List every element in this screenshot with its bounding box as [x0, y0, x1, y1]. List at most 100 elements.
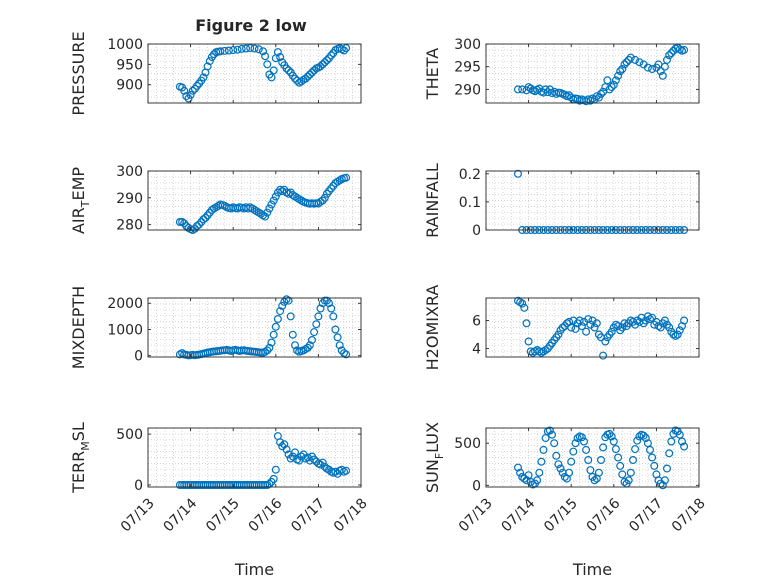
data-point — [269, 474, 278, 483]
data-point — [605, 429, 614, 438]
x-axis-label: Time — [234, 560, 274, 579]
data-point — [340, 46, 349, 55]
data-point — [641, 434, 650, 443]
axes-frame — [485, 427, 700, 488]
data-point — [291, 74, 300, 83]
data-point — [547, 430, 556, 439]
x-tick-label: 07/13 — [456, 495, 496, 535]
x-tick-label: 07/17 — [288, 495, 328, 535]
data-point — [210, 50, 219, 59]
y-tick-label: 300 — [116, 164, 143, 180]
x-tick-label: 07/15 — [541, 495, 581, 535]
data-point — [284, 66, 293, 75]
data-point — [331, 325, 340, 334]
data-point — [567, 323, 576, 332]
data-point — [246, 44, 255, 53]
data-point — [673, 330, 682, 339]
data-point — [620, 477, 629, 486]
data-point — [539, 445, 548, 454]
data-point — [516, 298, 525, 307]
y-axis-label-rest: LUX — [423, 422, 442, 453]
data-point — [626, 468, 635, 477]
x-tick-label: 07/18 — [331, 495, 371, 535]
data-point — [628, 456, 637, 465]
data-point — [573, 434, 582, 443]
data-point — [286, 312, 295, 321]
data-point — [601, 337, 610, 346]
data-point — [248, 204, 257, 213]
y-tick-label: 950 — [116, 57, 143, 73]
data-point — [312, 320, 321, 329]
data-point — [596, 89, 605, 98]
data-point — [335, 176, 344, 185]
data-point — [269, 330, 278, 339]
data-point — [254, 45, 263, 54]
data-point — [645, 315, 654, 324]
data-point — [518, 299, 527, 308]
data-point — [269, 66, 278, 75]
data-point — [658, 481, 667, 490]
data-point — [631, 55, 640, 64]
data-point — [582, 97, 591, 106]
data-point — [282, 445, 291, 454]
data-point — [535, 468, 544, 477]
y-tick-label: 0.1 — [459, 195, 481, 211]
x-tick-label: 07/16 — [246, 495, 286, 535]
data-point — [622, 58, 631, 67]
subplot-2: 290 295 300 THETA — [423, 37, 700, 106]
data-point — [680, 442, 689, 451]
y-tick-label: 290 — [454, 82, 481, 98]
data-point — [327, 51, 336, 60]
data-point — [607, 83, 616, 92]
data-point — [291, 341, 300, 350]
data-point — [316, 62, 325, 71]
subplot-3: 280 290 300 AIRTEMP — [69, 164, 362, 234]
data-point — [261, 52, 270, 61]
data-point — [273, 315, 282, 324]
data-point — [342, 466, 351, 475]
data-point — [671, 331, 680, 340]
data-point — [607, 432, 616, 441]
data-point — [224, 46, 233, 55]
data-point — [513, 169, 522, 178]
data-point — [276, 307, 285, 316]
data-point — [616, 461, 625, 470]
data-point — [320, 193, 329, 202]
y-tick-label: 0 — [134, 349, 143, 365]
data-point — [269, 196, 278, 205]
data-point — [594, 468, 603, 477]
data-point — [680, 45, 689, 54]
data-point — [614, 71, 623, 80]
y-tick-label: 2000 — [107, 296, 143, 312]
data-point — [261, 481, 270, 490]
data-point — [631, 445, 640, 454]
data-point — [342, 173, 351, 182]
axes-frame — [485, 43, 700, 104]
y-axis-label: RAINFALL — [423, 163, 442, 238]
data-point — [643, 63, 652, 72]
data-point — [599, 351, 608, 360]
data-point — [626, 53, 635, 62]
data-point — [660, 316, 669, 325]
data-point — [675, 430, 684, 439]
axes-frame — [147, 170, 362, 231]
data-point — [316, 304, 325, 313]
data-point — [316, 460, 325, 469]
data-point — [337, 465, 346, 474]
data-point — [320, 58, 329, 67]
data-point — [554, 330, 563, 339]
data-point — [216, 47, 225, 56]
data-point — [305, 341, 314, 350]
data-point — [242, 44, 251, 53]
data-point — [577, 322, 586, 331]
data-point — [522, 476, 531, 485]
data-point — [267, 338, 276, 347]
data-point — [188, 86, 197, 95]
y-tick-label: 500 — [454, 436, 481, 452]
subplot-6: 4 6 H2OMIXRA — [423, 285, 700, 370]
data-point — [556, 464, 565, 473]
data-point — [333, 333, 342, 342]
data-point — [665, 449, 674, 458]
y-axis-label-rest: SL — [69, 422, 88, 441]
data-point — [565, 468, 574, 477]
